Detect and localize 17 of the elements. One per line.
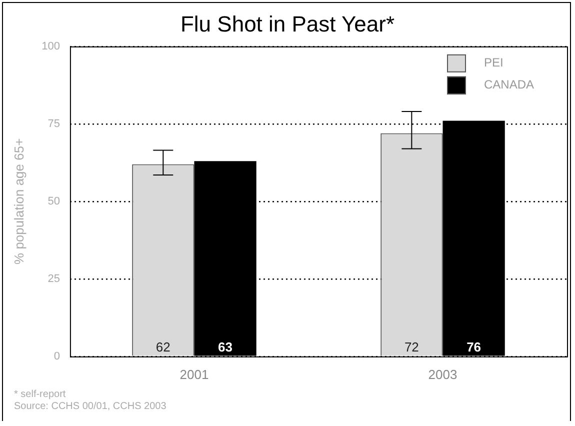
- x-tick-label: 2001: [180, 366, 209, 382]
- y-tick-label: 100: [42, 40, 60, 52]
- text: * self-report: [14, 389, 66, 400]
- y-tick-label: 25: [48, 272, 60, 285]
- y-tick-label: 50: [48, 195, 60, 208]
- chart-title: Flu Shot in Past Year*: [180, 11, 395, 36]
- y-tick-label: 75: [48, 118, 60, 130]
- data-label: 63: [218, 339, 233, 354]
- x-tick-label: 2003: [428, 366, 458, 382]
- legend-label: PEI: [484, 56, 504, 70]
- y-tick-label: 0: [54, 350, 60, 362]
- data-label: 62: [156, 339, 170, 354]
- legend-label: CANADA: [484, 78, 534, 92]
- data-label: 76: [466, 339, 482, 354]
- source-note: Source: CCHS 00/01, CCHS 2003: [14, 401, 167, 412]
- data-label: 72: [404, 339, 419, 354]
- y-axis-title: % population age 65+: [11, 138, 26, 264]
